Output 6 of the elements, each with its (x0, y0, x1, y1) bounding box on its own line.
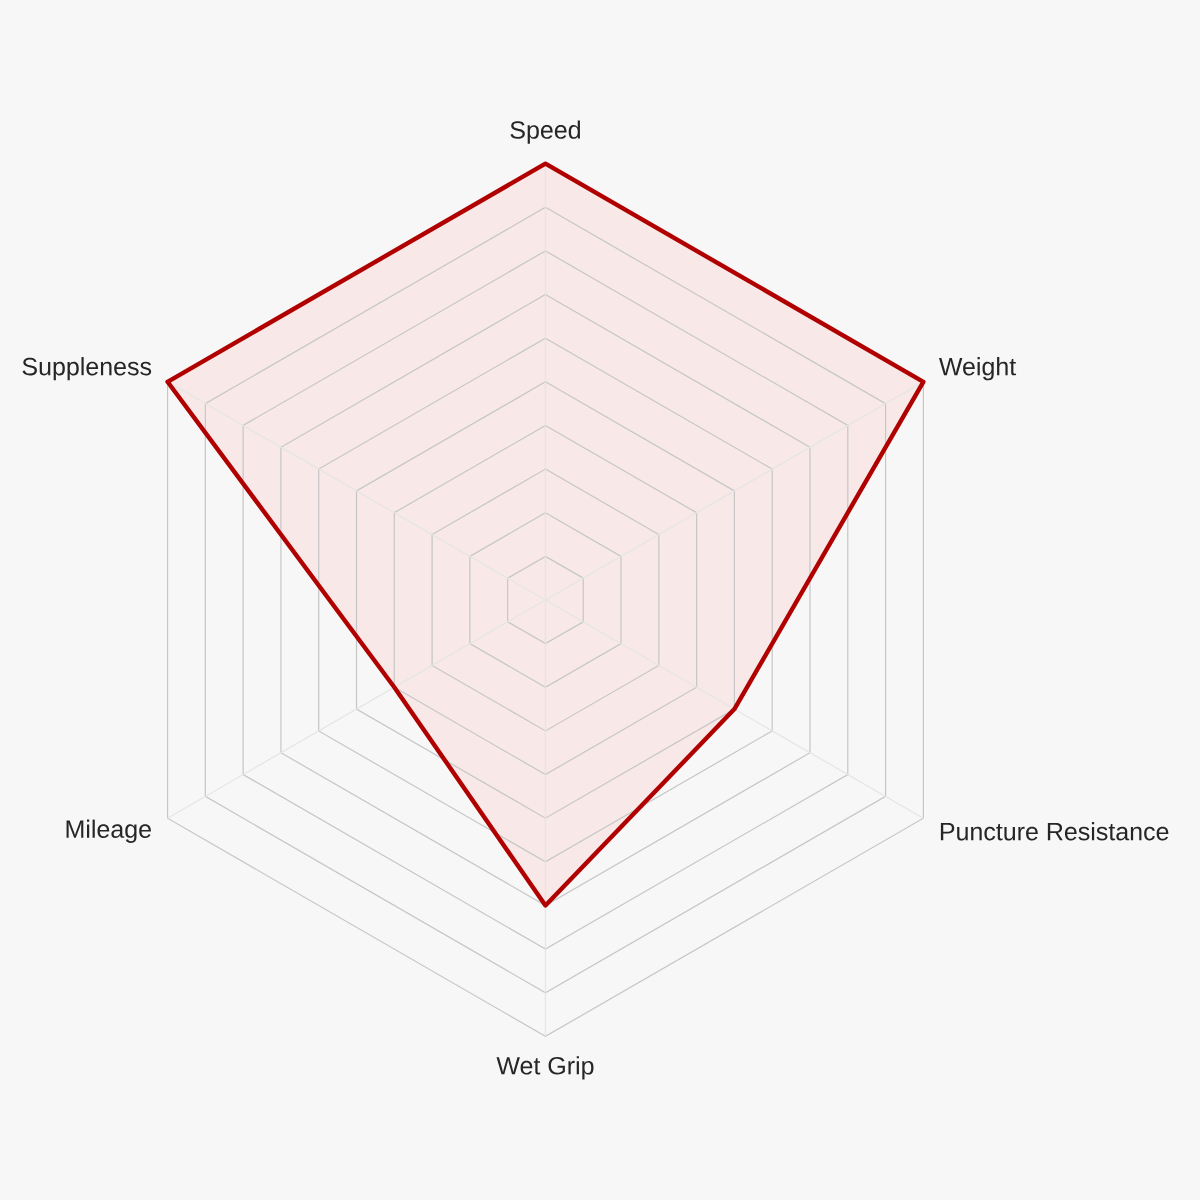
spoke-label: Wet Grip (496, 1056, 594, 1080)
spoke-label: Suppleness (22, 357, 152, 381)
spoke-label: Mileage (66, 819, 151, 843)
spoke-label: Puncture Resistance (940, 822, 1169, 841)
spoke-label: Weight (938, 357, 1017, 381)
spoke-label: Speed (510, 120, 580, 144)
